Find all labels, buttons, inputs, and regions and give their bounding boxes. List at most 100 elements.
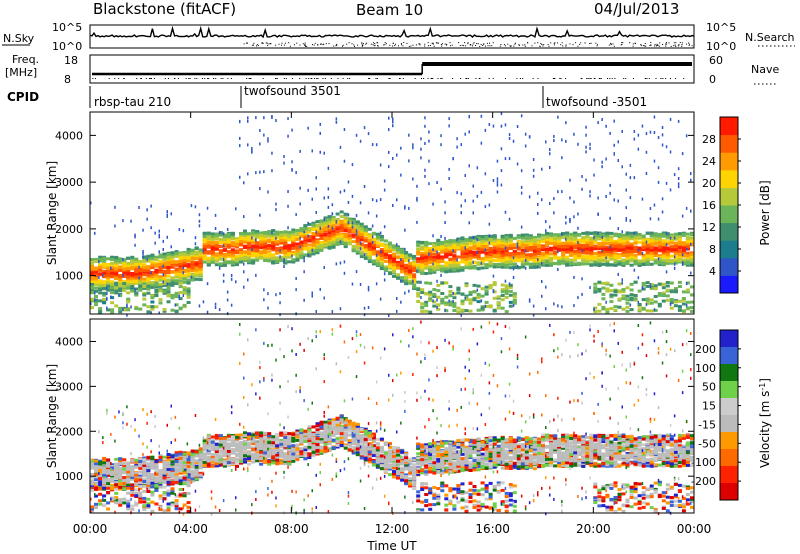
power-cell	[102, 301, 107, 305]
power-cell	[291, 160, 293, 164]
power-cell	[158, 289, 163, 293]
power-cell	[589, 258, 594, 262]
power-cell	[347, 200, 350, 204]
power-cell	[561, 261, 566, 265]
nave-dot	[201, 78, 203, 79]
nsearch-dot	[543, 44, 545, 46]
power-cell	[488, 253, 493, 256]
nave-dot	[291, 78, 293, 79]
power-cell	[472, 252, 477, 256]
power-cell	[613, 252, 618, 256]
power-cell	[210, 232, 215, 236]
power-cell	[464, 132, 466, 136]
power-cell	[375, 143, 378, 147]
power-cell	[500, 288, 505, 292]
nsearch-dot	[261, 42, 263, 44]
power-cell	[617, 227, 619, 231]
power-cell	[287, 190, 289, 193]
power-cell	[359, 241, 362, 245]
power-cell	[392, 270, 396, 274]
power-cell	[553, 242, 558, 246]
nsearch-dot	[402, 45, 404, 47]
nsearch-dot	[514, 43, 516, 45]
power-cell	[581, 256, 586, 259]
power-cell	[404, 291, 406, 295]
power-cell	[484, 292, 489, 296]
nsearch-dot	[304, 44, 306, 46]
power-cell	[94, 277, 98, 281]
nave-dot	[188, 78, 190, 79]
power-cell	[476, 166, 479, 170]
nave-dot	[465, 78, 467, 79]
power-cell	[448, 177, 450, 180]
power-cell	[532, 236, 537, 240]
power-cell	[428, 271, 433, 275]
power-cell	[448, 264, 453, 267]
power-cell	[585, 150, 587, 154]
nsearch-dot	[572, 44, 574, 46]
power-cell	[303, 298, 305, 302]
power-cell	[94, 260, 98, 263]
nave-dot	[492, 78, 494, 79]
power-cell	[186, 287, 191, 291]
power-cell	[516, 125, 519, 128]
power-cell	[597, 237, 602, 241]
power-cell	[371, 237, 376, 241]
power-cell	[549, 257, 553, 261]
nave-dot	[423, 78, 425, 79]
power-cell	[456, 239, 461, 243]
nave-dot	[559, 78, 561, 79]
nsearch-dot	[401, 44, 402, 46]
power-cell	[436, 181, 438, 184]
power-cell	[226, 253, 231, 257]
power-cell	[218, 308, 221, 312]
power-cell	[549, 241, 553, 245]
power-cell	[392, 263, 396, 267]
nsearch-dot	[577, 45, 579, 47]
power-cell	[500, 234, 505, 238]
power-cell	[279, 249, 281, 253]
power-cell	[230, 232, 235, 235]
power-cell	[375, 260, 380, 264]
nsearch-dot	[313, 44, 315, 46]
power-cell	[553, 262, 558, 266]
nsearch-dot	[459, 45, 461, 47]
power-cell	[303, 230, 308, 233]
power-cell	[492, 259, 497, 263]
power-cell	[508, 282, 511, 286]
power-cell	[585, 133, 587, 137]
power-cell	[263, 233, 268, 237]
nave-dot	[693, 78, 695, 79]
nsearch-dot	[243, 43, 245, 45]
power-cell	[601, 236, 603, 239]
power-cell	[468, 298, 473, 302]
nsearch-dot	[612, 43, 614, 45]
power-cell	[375, 251, 380, 255]
power-cell	[275, 230, 280, 234]
nsearch-dot	[632, 45, 634, 47]
power-cell	[605, 287, 610, 291]
power-cell	[383, 259, 388, 263]
power-cell	[569, 196, 571, 200]
power-cell	[609, 307, 614, 311]
power-cell	[323, 218, 325, 221]
power-cell	[379, 267, 384, 271]
power-cell	[323, 266, 325, 269]
power-cell	[299, 149, 301, 153]
power-cell	[138, 265, 140, 269]
power-cell	[396, 273, 400, 277]
power-cell	[545, 220, 547, 224]
nsearch-dot	[432, 42, 434, 44]
power-cell	[271, 169, 273, 173]
power-cell	[150, 281, 155, 284]
power-cell	[508, 289, 513, 293]
power-cell	[496, 248, 501, 252]
power-cell	[198, 273, 203, 277]
nsearch-dot	[266, 42, 268, 44]
power-cell	[371, 260, 376, 264]
nsearch-dot	[283, 44, 285, 46]
power-cell	[218, 262, 223, 266]
power-cell	[617, 248, 622, 252]
power-cell	[146, 271, 151, 275]
power-cell	[452, 157, 454, 160]
